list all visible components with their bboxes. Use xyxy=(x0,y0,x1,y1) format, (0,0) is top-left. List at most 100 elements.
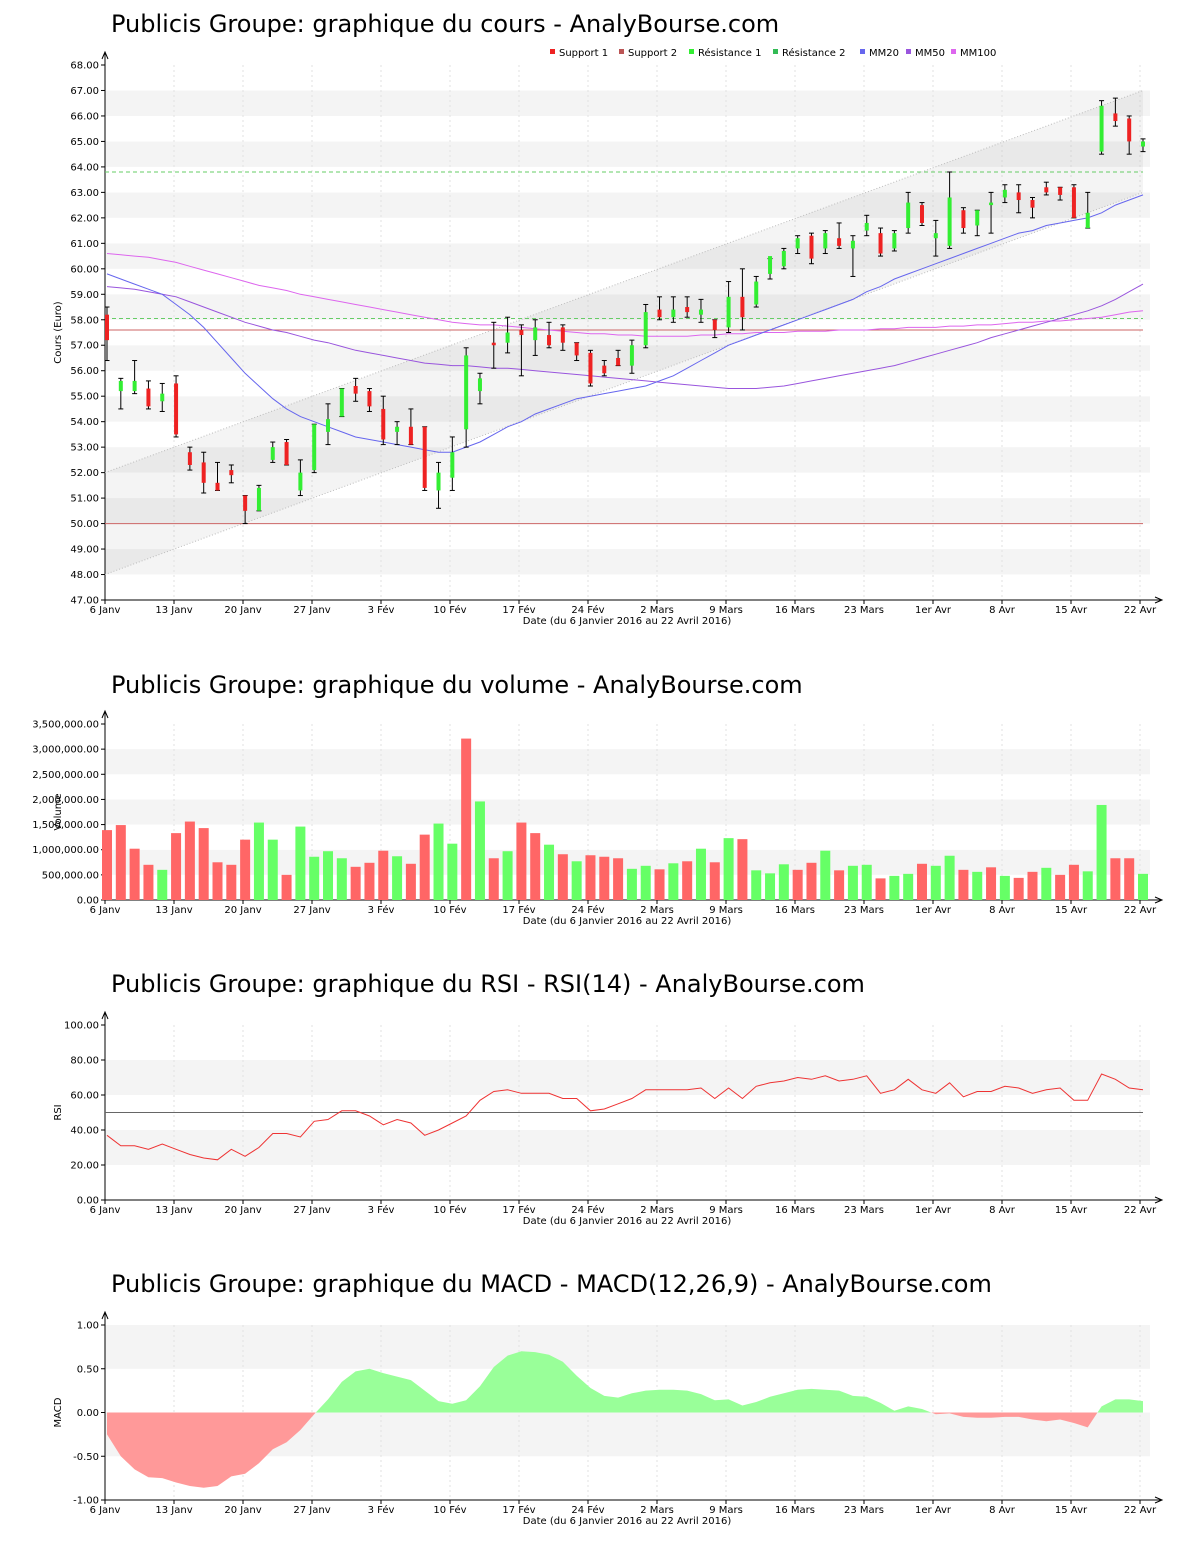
volume-bar xyxy=(834,870,845,900)
volume-bar xyxy=(267,839,278,900)
volume-band xyxy=(105,824,1150,850)
volume-bar xyxy=(695,848,706,900)
rsi-x-tick-label: 3 Fév xyxy=(368,1204,395,1216)
legend-label: MM100 xyxy=(960,48,996,59)
legend-swatch xyxy=(689,49,694,54)
volume-bar xyxy=(405,863,416,900)
candle xyxy=(187,446,193,471)
volume-x-tick-label: 13 Janv xyxy=(155,905,192,916)
volume-bar xyxy=(778,864,789,900)
volume-band xyxy=(105,724,1150,750)
legend-label: Support 1 xyxy=(559,48,608,59)
trend-channel-lower xyxy=(104,191,1144,575)
legend-label: Résistance 2 xyxy=(782,47,845,59)
volume-bar xyxy=(157,869,168,900)
price-y-tick-label: 47.00 xyxy=(70,596,99,607)
price-y-tick-label: 50.00 xyxy=(70,519,99,530)
candle xyxy=(560,324,566,351)
price-band xyxy=(105,294,1150,320)
candle-body xyxy=(1127,118,1132,142)
price-x-tick-label: 20 Janv xyxy=(224,605,261,616)
volume-bar xyxy=(392,856,403,900)
macd-x-tick-label: 10 Fév xyxy=(433,1504,466,1516)
volume-x-tick-label: 15 Avr xyxy=(1055,905,1088,916)
macd-x-tick-label: 6 Janv xyxy=(90,1505,121,1516)
volume-bar xyxy=(875,878,886,900)
price-band xyxy=(105,370,1150,397)
candle xyxy=(684,296,690,318)
macd-x-tick-label: 3 Fév xyxy=(368,1504,395,1516)
rsi-y-tick-label: 40.00 xyxy=(70,1126,99,1137)
price-x-tick-label: 22 Avr xyxy=(1124,605,1157,616)
price-band xyxy=(105,574,1150,600)
volume-bar xyxy=(295,826,306,900)
macd-panel: -1.00 -0.50 0.00 0.50 1.00 6 Janv 13 Janv 20 Ja… xyxy=(53,1310,1164,1527)
candle-body xyxy=(698,309,703,315)
candle xyxy=(574,342,580,362)
volume-bar xyxy=(1110,858,1121,900)
candle-body xyxy=(312,424,317,471)
price-x-tick-label: 13 Janv xyxy=(155,605,192,616)
candle xyxy=(159,382,165,412)
candle xyxy=(518,324,524,377)
candle xyxy=(297,459,303,497)
price-band xyxy=(105,447,1150,473)
rsi-x-axis-arrow xyxy=(1154,1196,1164,1204)
price-x-tick-label: 16 Mars xyxy=(775,605,815,616)
price-y-tick-label: 49.00 xyxy=(70,545,99,556)
rsi-y-tick-label: 20.00 xyxy=(70,1161,99,1172)
macd-x-tick-label: 22 Avr xyxy=(1124,1505,1157,1516)
candle-body xyxy=(989,202,994,206)
macd-x-tick-label: 2 Mars xyxy=(640,1505,674,1516)
macd-band xyxy=(105,1325,1150,1369)
macd-x-tick-label: 20 Janv xyxy=(224,1505,261,1516)
candle-body xyxy=(505,332,510,343)
volume-bar xyxy=(129,848,140,900)
rsi-x-tick-label: 13 Janv xyxy=(155,1205,192,1216)
volume-bar xyxy=(253,822,264,900)
price-y-tick-label: 57.00 xyxy=(70,341,99,352)
candle-body xyxy=(132,380,137,392)
volume-bar xyxy=(847,865,858,900)
candle xyxy=(394,421,400,446)
volume-bar xyxy=(958,869,969,900)
rsi-chart-title: Publicis Groupe: graphique du RSI - RSI(… xyxy=(111,970,865,998)
price-y-tick-label: 61.00 xyxy=(70,239,99,250)
price-y-tick-label: 62.00 xyxy=(70,213,99,224)
price-x-tick-label: 9 Mars xyxy=(709,605,743,616)
volume-bar xyxy=(1138,873,1148,900)
volume-bar xyxy=(999,875,1010,900)
candle xyxy=(1071,184,1077,219)
volume-bar xyxy=(1068,864,1079,900)
legend-swatch xyxy=(906,49,911,54)
candle-body xyxy=(588,352,593,384)
candle-body xyxy=(1099,105,1104,152)
volume-chart-title: Publicis Groupe: graphique du volume - A… xyxy=(111,671,803,699)
candle-body xyxy=(726,296,731,328)
volume-bar xyxy=(226,864,237,900)
volume-bar xyxy=(668,863,679,900)
rsi-x-tick-label: 9 Mars xyxy=(709,1205,743,1216)
volume-bar xyxy=(198,828,209,900)
candle xyxy=(836,222,842,249)
candle-body xyxy=(422,426,427,488)
candle xyxy=(974,209,980,237)
candle xyxy=(1140,138,1146,153)
candle-body xyxy=(919,205,924,223)
price-x-tick-label: 15 Avr xyxy=(1055,605,1088,616)
volume-bar xyxy=(557,854,568,900)
price-band xyxy=(105,396,1150,422)
candle-body xyxy=(105,314,109,341)
rsi-x-tick-label: 23 Mars xyxy=(844,1205,884,1216)
price-y-tick-label: 54.00 xyxy=(70,417,99,428)
candle xyxy=(1057,186,1063,201)
price-y-tick-label: 63.00 xyxy=(70,188,99,199)
candle-body xyxy=(477,378,482,392)
price-y-tick-label: 56.00 xyxy=(70,366,99,377)
price-y-tick-label: 53.00 xyxy=(70,443,99,454)
candle xyxy=(408,408,414,446)
macd-y-axis-arrow xyxy=(101,1310,109,1320)
macd-x-tick-label: 1er Avr xyxy=(915,1505,952,1516)
volume-bar xyxy=(654,869,665,900)
macd-y-tick-label: 0.00 xyxy=(77,1408,99,1419)
